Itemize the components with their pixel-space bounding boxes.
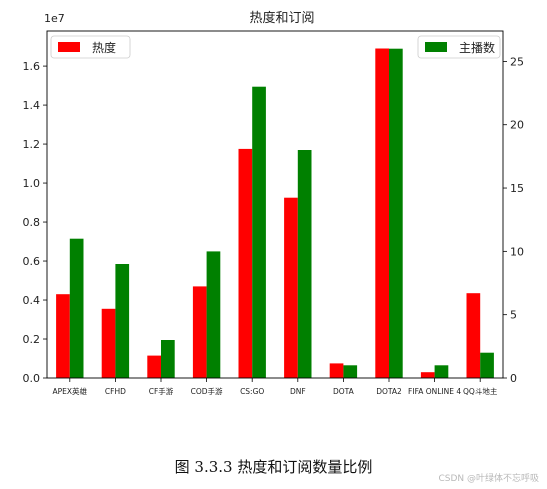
x-tick-label-8: FIFA ONLINE 4 xyxy=(408,387,461,396)
x-tick-label-6: DOTA xyxy=(333,387,355,396)
plot-frame xyxy=(46,30,504,379)
bar-heat-7 xyxy=(375,48,389,378)
legend-left-label: 热度 xyxy=(92,40,116,55)
bar-streamers-7 xyxy=(389,48,403,378)
figure-caption: 图 3.3.3 热度和订阅数量比例 xyxy=(174,458,373,476)
right-tick-label-5: 25 xyxy=(510,55,524,68)
bar-heat-8 xyxy=(420,372,435,378)
x-tick-label-3: COD手游 xyxy=(191,386,223,396)
right-tick-label-4: 20 xyxy=(510,119,524,132)
left-tick-label-8: 1.6 xyxy=(23,60,41,73)
bar-heat-0 xyxy=(56,294,70,378)
legend-left-swatch xyxy=(58,42,80,52)
bar-heat-2 xyxy=(147,355,161,378)
left-tick-label-3: 0.6 xyxy=(23,255,41,268)
left-tick-label-0: 0.0 xyxy=(23,372,41,385)
left-tick-label-7: 1.4 xyxy=(23,99,41,112)
left-axis-exponent: 1e7 xyxy=(44,12,65,25)
bar-heat-5 xyxy=(284,197,298,378)
x-tick-label-9: QQ斗地主 xyxy=(463,386,498,396)
bar-heat-3 xyxy=(192,286,207,378)
left-tick-label-5: 1.0 xyxy=(23,177,41,190)
bar-streamers-8 xyxy=(434,365,449,378)
bar-heat-1 xyxy=(101,308,116,378)
left-tick-label-6: 1.2 xyxy=(23,138,41,151)
x-tick-label-4: CS:GO xyxy=(240,387,264,396)
legend-right-box xyxy=(417,35,501,59)
x-tick-label-2: CF手游 xyxy=(149,386,174,396)
bar-streamers-9 xyxy=(480,352,494,378)
bar-heat-6 xyxy=(329,363,344,378)
legend-left-box xyxy=(50,35,131,59)
bar-heat-9 xyxy=(466,293,481,378)
bar-heat-4 xyxy=(238,148,253,378)
watermark: CSDN @叶绿体不忘呼吸 xyxy=(438,474,539,484)
legend-right-label: 主播数 xyxy=(459,40,495,55)
bar-streamers-5 xyxy=(297,150,312,378)
right-tick-label-1: 5 xyxy=(510,309,517,322)
right-tick-label-0: 0 xyxy=(510,372,517,385)
right-tick-label-2: 10 xyxy=(510,245,524,258)
bar-streamers-2 xyxy=(161,340,175,378)
x-tick-label-1: CFHD xyxy=(105,387,126,396)
bar-streamers-1 xyxy=(115,264,130,378)
bar-streamers-4 xyxy=(252,86,266,378)
left-tick-label-4: 0.8 xyxy=(23,216,41,229)
bar-streamers-6 xyxy=(343,365,358,378)
legend-right-swatch xyxy=(425,42,447,52)
x-tick-label-5: DNF xyxy=(290,387,306,396)
x-tick-label-0: APEX英雄 xyxy=(53,386,88,396)
chart-title: 热度和订阅 xyxy=(249,10,314,26)
x-tick-label-7: DOTA2 xyxy=(376,387,402,396)
bar-streamers-0 xyxy=(69,238,84,378)
left-tick-label-2: 0.4 xyxy=(23,294,41,307)
right-tick-label-3: 15 xyxy=(510,182,524,195)
bar-streamers-3 xyxy=(206,251,221,378)
left-tick-label-1: 0.2 xyxy=(23,333,41,346)
